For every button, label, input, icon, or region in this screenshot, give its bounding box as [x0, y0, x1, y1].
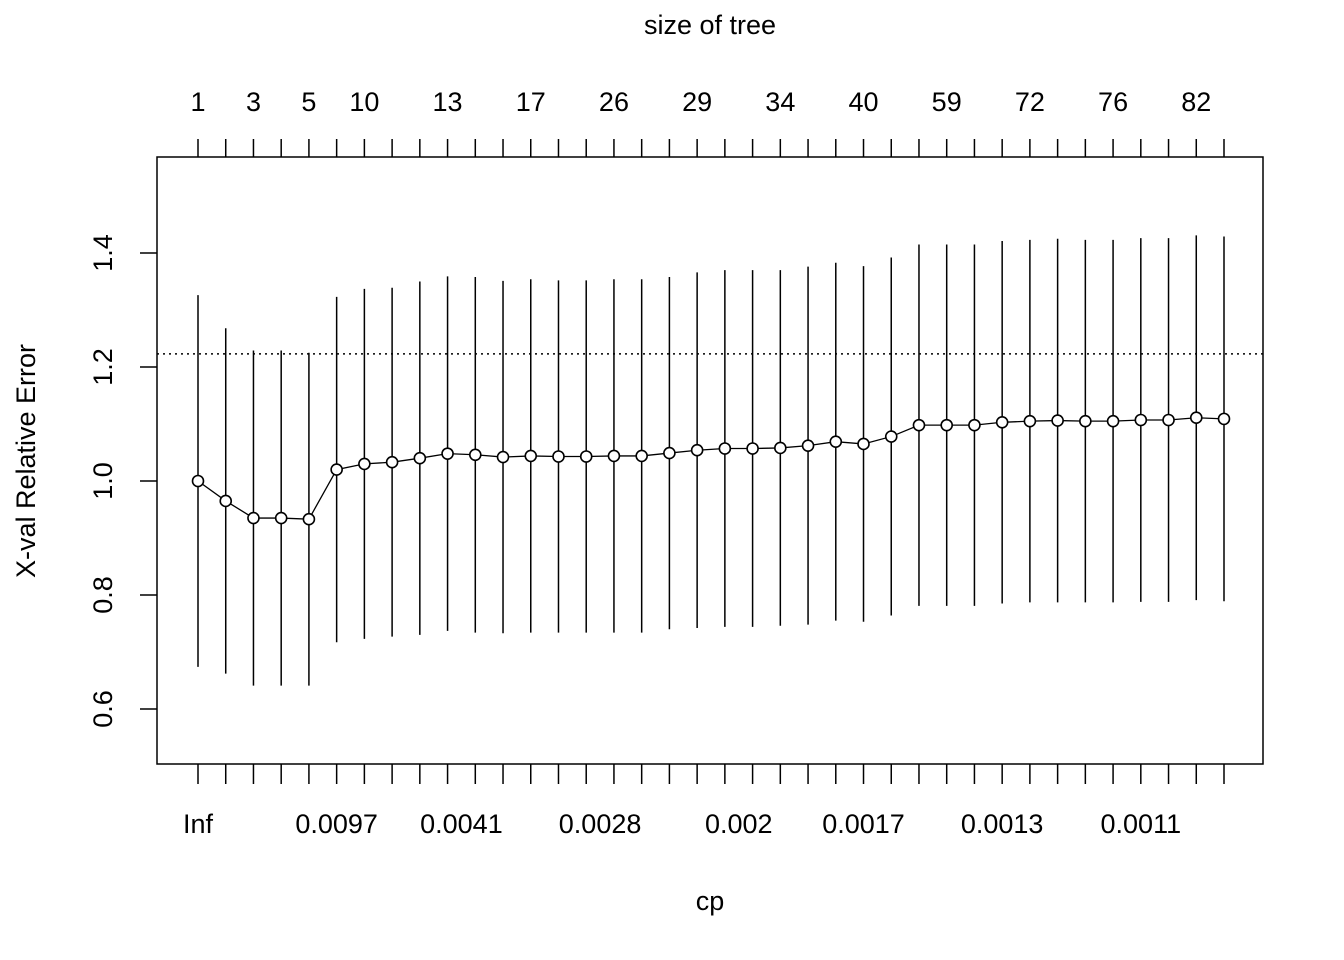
y-tick-label: 0.6: [88, 690, 118, 728]
data-point: [496, 450, 510, 464]
data-point: [912, 418, 926, 432]
data-point: [968, 418, 981, 432]
y-axis: 0.6 0.8 1.0 1.2 1.4: [88, 234, 157, 728]
data-point: [607, 449, 621, 463]
data-point: [1079, 414, 1092, 428]
top-tick-label: 59: [932, 87, 962, 117]
bottom-tick-label: 0.0017: [822, 809, 905, 839]
top-tick-label: 5: [301, 87, 316, 117]
data-point: [413, 451, 427, 465]
data-point: [191, 474, 205, 488]
top-tick-label: 82: [1181, 87, 1211, 117]
data-point: [302, 512, 316, 526]
top-axis-title: size of tree: [644, 10, 776, 40]
data-point: [884, 430, 898, 443]
data-point: [690, 443, 704, 457]
y-tick-label: 1.2: [88, 348, 118, 386]
data-point: [829, 435, 843, 448]
top-tick-label: 72: [1015, 87, 1045, 117]
data-point: [579, 450, 593, 463]
data-point: [358, 457, 371, 471]
bottom-tick-label: 0.0097: [295, 809, 378, 839]
data-point: [801, 439, 815, 452]
data-points: [191, 411, 1231, 526]
data-point: [1023, 414, 1037, 428]
top-tick-label: 17: [516, 87, 546, 117]
top-tick-label: 10: [349, 87, 379, 117]
top-tick-label: 29: [682, 87, 712, 117]
top-tick-label: 26: [599, 87, 629, 117]
top-axis: 1 3 5 10 13 17 26 29 34 40 59 72 76 82: [190, 87, 1225, 157]
top-tick-label: 3: [246, 87, 261, 117]
data-point: [1134, 413, 1148, 427]
y-axis-label: X-val Relative Error: [11, 344, 41, 578]
bottom-tick-label: 0.0011: [1101, 809, 1182, 839]
data-point: [857, 437, 870, 451]
bottom-tick-label: 0.0041: [420, 809, 503, 839]
top-tick-label: 34: [765, 87, 795, 117]
data-point: [718, 442, 732, 455]
data-point: [247, 511, 260, 525]
data-point: [274, 511, 288, 525]
data-point: [441, 447, 454, 460]
y-tick-label: 0.8: [88, 576, 118, 614]
data-point: [524, 449, 538, 463]
data-point: [552, 450, 565, 463]
bottom-tick-label: 0.002: [705, 809, 773, 839]
plot-frame: [156, 156, 1264, 765]
y-tick-label: 1.4: [88, 234, 118, 272]
bottom-axis: Inf 0.0097 0.0041 0.0028 0.002 0.0017 0.0013 0.…: [183, 764, 1225, 839]
y-tick-label: 1.0: [88, 462, 118, 500]
data-point: [940, 418, 954, 432]
data-point: [1106, 414, 1120, 428]
data-point: [330, 463, 343, 476]
bottom-tick-label: Inf: [183, 809, 214, 839]
error-bars: [197, 235, 1225, 686]
series-line: [197, 417, 1225, 520]
top-tick-label: 1: [190, 87, 205, 117]
top-tick-label: 13: [433, 87, 463, 117]
data-point: [1217, 412, 1231, 426]
x-axis-label: cp: [696, 886, 725, 916]
data-point: [1051, 414, 1064, 427]
bottom-tick-label: 0.0013: [961, 809, 1044, 839]
data-point: [219, 494, 233, 508]
data-point: [468, 448, 482, 462]
data-point: [385, 455, 399, 469]
data-point: [1189, 411, 1203, 425]
top-tick-label: 76: [1098, 87, 1128, 117]
data-point: [1162, 413, 1175, 427]
data-point: [995, 415, 1009, 429]
data-point: [774, 441, 787, 455]
data-point: [635, 449, 648, 463]
bottom-tick-label: 0.0028: [559, 809, 642, 839]
data-point: [746, 442, 759, 455]
top-tick-label: 40: [848, 87, 878, 117]
data-point: [663, 446, 676, 460]
